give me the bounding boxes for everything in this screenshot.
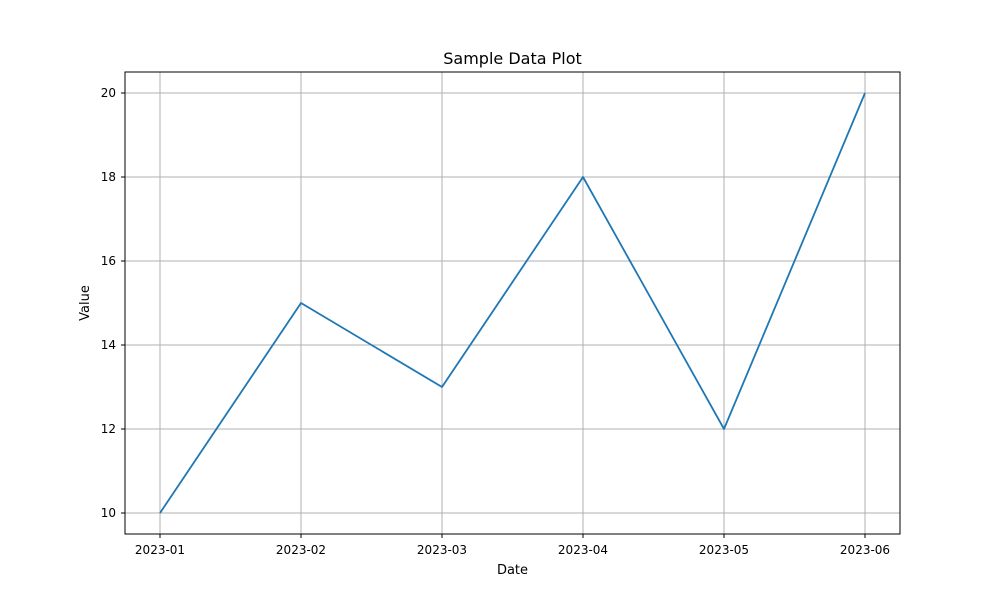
plot-area <box>125 72 900 534</box>
y-tick-label: 14 <box>101 338 116 352</box>
y-tick-label: 10 <box>101 506 116 520</box>
y-tick-label: 20 <box>101 86 116 100</box>
x-tick-label: 2023-04 <box>558 543 608 557</box>
y-axis-label: Value <box>78 285 93 321</box>
y-tick-label: 12 <box>101 422 116 436</box>
y-tick-label: 16 <box>101 254 116 268</box>
x-tick-label: 2023-06 <box>840 543 890 557</box>
x-tick-label: 2023-02 <box>276 543 326 557</box>
x-tick-label: 2023-03 <box>417 543 467 557</box>
chart-title: Sample Data Plot <box>443 49 582 68</box>
x-axis-label: Date <box>497 563 528 578</box>
x-tick-label: 2023-01 <box>135 543 185 557</box>
x-tick-label: 2023-05 <box>699 543 749 557</box>
y-tick-label: 18 <box>101 170 116 184</box>
